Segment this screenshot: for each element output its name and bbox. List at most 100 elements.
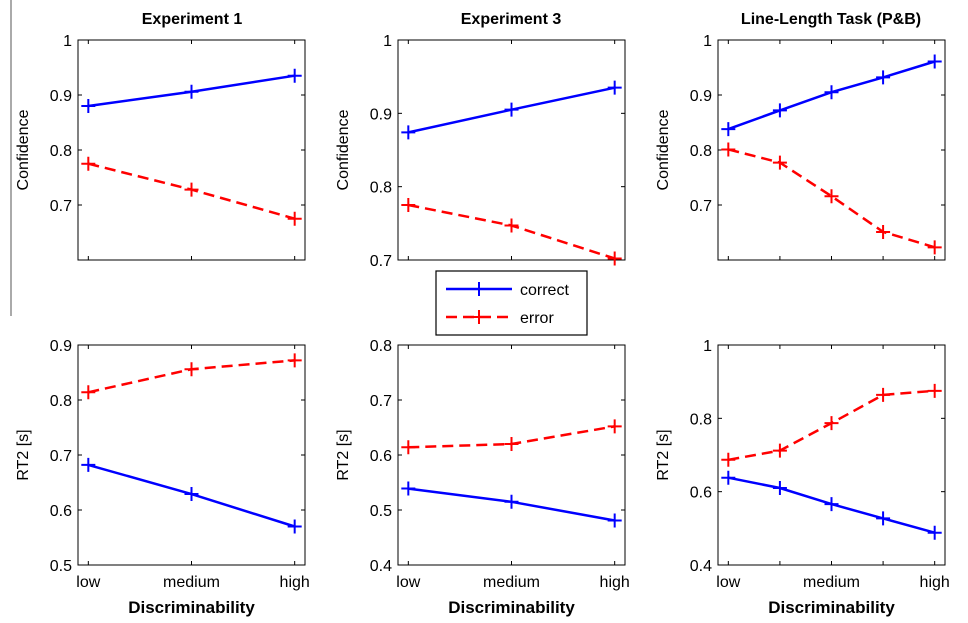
subplot-2: 0.7 0.8 0.9 1 Experiment 3 Confidence: [335, 11, 626, 270]
data-point-error: [772, 155, 787, 170]
subplot-3: 0.7 0.8 0.9 1 Line-Length Task (P&B) Confiden…: [655, 11, 946, 261]
data-point-correct: [721, 470, 736, 485]
data-point-error: [81, 156, 96, 171]
data-point-error: [927, 240, 942, 255]
y-tick-label: 0.5: [370, 503, 392, 520]
axes-box: [397, 344, 626, 566]
data-point-correct: [287, 68, 302, 83]
data-point-error: [287, 353, 302, 368]
y-tick-label: 0.8: [50, 393, 72, 410]
data-point-correct: [876, 70, 891, 85]
legend-label-error: error: [520, 310, 554, 327]
data-point-error: [401, 198, 416, 212]
axes-box: [77, 344, 306, 566]
y-tick-label: 0.9: [50, 338, 72, 355]
data-point-correct: [927, 54, 942, 69]
y-tick-label: 0.8: [50, 143, 72, 160]
data-point-correct: [184, 487, 199, 502]
x-tick-label: high: [920, 574, 950, 591]
data-point-error: [81, 385, 96, 400]
data-point-error: [876, 224, 891, 239]
y-axis-label: RT2 [s]: [655, 429, 672, 480]
x-axis-label: Discriminability: [128, 598, 255, 617]
x-tick-label: high: [280, 574, 310, 591]
y-tick-label: 0.7: [370, 393, 392, 410]
y-tick-label: 0.6: [370, 448, 392, 465]
subplot-4: 0.5 0.6 0.7 0.8 0.9 low medium high Discriminabi…: [15, 338, 310, 617]
data-point-error: [721, 142, 736, 157]
x-axis-label: Discriminability: [768, 598, 895, 617]
data-point-correct: [772, 481, 787, 495]
data-point-error: [184, 182, 199, 197]
data-point-error: [401, 440, 416, 455]
y-tick-label: 0.7: [50, 448, 72, 465]
subplot-1: 0.7 0.8 0.9 1 Experiment 1 Confidence: [15, 11, 306, 261]
data-point-correct: [81, 457, 96, 472]
x-tick-label: low: [716, 574, 740, 591]
y-axis-label: RT2 [s]: [15, 429, 32, 480]
data-point-correct: [504, 494, 519, 509]
y-tick-label: 0.6: [690, 485, 712, 502]
data-point-error: [772, 443, 787, 458]
y-tick-label: 0.8: [370, 338, 392, 355]
subplot-title: Experiment 1: [142, 11, 243, 28]
series-line-error: [727, 148, 936, 249]
y-tick-label: 0.4: [690, 558, 712, 575]
x-tick-label: medium: [483, 574, 540, 591]
data-point-correct: [772, 103, 787, 118]
data-point-error: [184, 362, 199, 377]
data-point-correct: [824, 497, 839, 512]
y-tick-label: 1: [703, 33, 712, 50]
y-tick-label: 0.8: [690, 411, 712, 428]
y-tick-label: 1: [383, 33, 392, 50]
data-point-error: [287, 211, 302, 226]
data-point-error: [721, 452, 736, 467]
axes-box: [77, 39, 306, 261]
y-axis-label: Confidence: [335, 109, 352, 190]
y-tick-label: 0.5: [50, 558, 72, 575]
data-point-correct: [607, 513, 622, 528]
data-point-error: [824, 189, 839, 204]
data-point-error: [504, 218, 519, 233]
x-tick-label: medium: [803, 574, 860, 591]
y-axis-label: Confidence: [15, 109, 32, 190]
data-point-correct: [824, 85, 839, 100]
y-tick-label: 0.7: [690, 198, 712, 215]
y-tick-label: 0.9: [50, 88, 72, 105]
y-tick-label: 1: [703, 338, 712, 355]
x-axis-label: Discriminability: [448, 598, 575, 617]
y-tick-label: 1: [63, 33, 72, 50]
x-tick-label: low: [396, 574, 420, 591]
y-tick-label: 0.7: [370, 253, 392, 270]
y-tick-label: 0.4: [370, 558, 392, 575]
y-axis-label: Confidence: [655, 109, 672, 190]
subplot-title: Line-Length Task (P&B): [741, 11, 921, 28]
data-point-error: [607, 419, 622, 434]
y-axis-label: RT2 [s]: [335, 429, 352, 480]
data-point-correct: [607, 80, 622, 95]
subplot-6: 0.4 0.6 0.8 1 low medium high Discriminability R…: [655, 338, 950, 617]
x-tick-label: high: [600, 574, 630, 591]
y-tick-label: 0.7: [50, 198, 72, 215]
y-tick-label: 0.9: [690, 88, 712, 105]
legend-marker-error: [472, 310, 486, 324]
legend: correct error: [435, 270, 588, 336]
y-tick-label: 0.6: [50, 503, 72, 520]
data-point-error: [824, 416, 839, 431]
data-point-error: [607, 251, 622, 266]
subplot-title: Experiment 3: [461, 11, 562, 28]
y-tick-label: 0.9: [370, 106, 392, 123]
subplot-5: 0.4 0.5 0.6 0.7 0.8 low medium high Discriminabi…: [335, 338, 630, 617]
data-point-correct: [184, 84, 199, 99]
data-point-correct: [721, 122, 736, 137]
y-tick-label: 0.8: [690, 143, 712, 160]
data-point-correct: [876, 511, 891, 526]
data-point-correct: [401, 125, 416, 140]
legend-marker-correct: [472, 282, 486, 296]
data-point-correct: [927, 525, 942, 540]
x-tick-label: low: [76, 574, 100, 591]
data-point-correct: [287, 519, 302, 534]
legend-label-correct: correct: [520, 282, 569, 299]
data-point-error: [927, 383, 942, 398]
